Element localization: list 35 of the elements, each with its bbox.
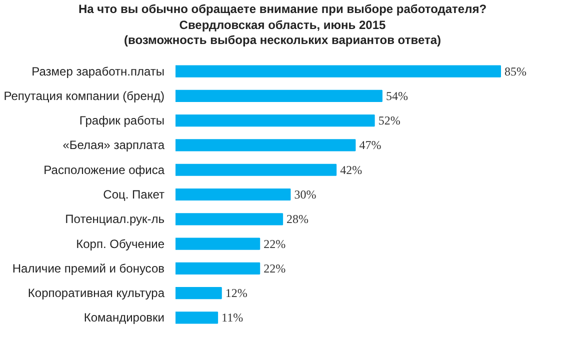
y-tick-label: Корпоративная культура [28,286,165,300]
chart-subtitle: Свердловская область, июнь 2015 (возможность выбора нескольких вариантов ответа) [124,18,441,48]
y-tick-label: График работы [79,114,165,128]
data-label: 22% [264,261,286,276]
bar [176,65,501,78]
bar [176,188,291,201]
y-tick-label: Репутация компании (бренд) [4,88,165,103]
y-tick-label: Потенциал.рук-ль [65,212,165,226]
data-label: 42% [340,162,362,177]
bar [176,287,222,300]
bar [176,312,218,324]
bar [176,262,260,274]
bar [176,213,284,226]
data-label: 30% [294,188,316,202]
data-label: 54% [386,88,408,103]
y-tick-label: Корп. Обучение [76,236,165,251]
bar [176,139,356,152]
data-label: 47% [359,138,382,152]
y-tick-label: Командировки [84,310,165,325]
data-label: 11% [222,310,244,325]
data-label: 22% [264,236,286,251]
data-label: 28% [286,212,309,226]
data-label: 12% [225,286,248,300]
chart-title: На что вы обычно обращаете внимание при выборе работодателя? [78,2,487,16]
bar [176,114,375,127]
y-tick-label: Соц. Пакет [103,188,166,202]
bar [176,238,260,250]
y-tick-label: Расположение офиса [44,162,165,177]
data-label: 85% [504,64,526,78]
data-label: 52% [378,114,400,128]
bar [176,90,382,102]
y-tick-label: «Белая» зарплата [62,138,165,152]
y-tick-label: Размер заработн.платы [32,64,164,78]
bar [176,164,337,176]
y-tick-label: Наличие премий и бонусов [12,261,165,276]
